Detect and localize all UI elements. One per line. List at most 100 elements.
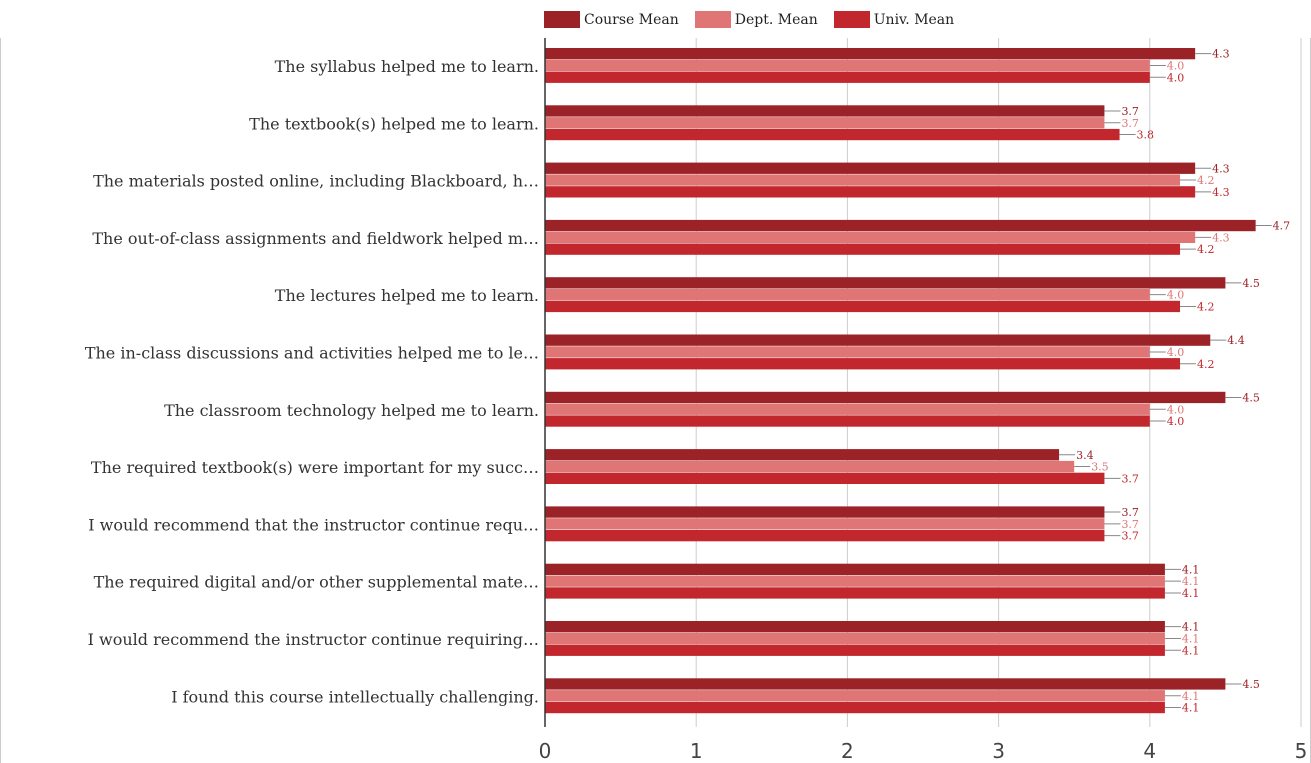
data-label: 4.3 <box>1212 48 1230 61</box>
legend-item-univ-mean[interactable]: Univ. Mean <box>833 11 955 28</box>
bar-dept-mean <box>545 289 1150 301</box>
bar-dept-mean <box>545 174 1181 186</box>
data-label: 3.7 <box>1121 105 1139 118</box>
bar-dept-mean <box>545 575 1165 587</box>
bar-course-mean <box>545 449 1060 461</box>
data-label: 4.1 <box>1182 587 1200 600</box>
bar-dept-mean <box>545 460 1075 473</box>
category-label: The out-of-class assignments and fieldwo… <box>92 229 539 248</box>
data-label: 4.1 <box>1182 644 1200 657</box>
bar-dept-mean <box>545 403 1150 415</box>
bar-dept-mean <box>545 518 1105 530</box>
bar-univ-mean <box>545 415 1150 427</box>
legend: Course Mean Dept. Mean Univ. Mean <box>544 11 954 28</box>
x-tick-label: 0 <box>539 739 552 763</box>
legend-item-dept-mean[interactable]: Dept. Mean <box>694 11 818 28</box>
bar-course-mean <box>545 277 1226 289</box>
bar-course-mean <box>545 219 1256 232</box>
data-label: 4.0 <box>1167 71 1185 84</box>
bar-course-mean <box>545 48 1196 60</box>
data-label: 4.1 <box>1182 690 1200 703</box>
legend-label-course-mean: Course Mean <box>584 11 679 28</box>
legend-swatch-course-mean <box>544 11 580 28</box>
data-label: 4.7 <box>1273 220 1291 233</box>
category-label: I would recommend the instructor continu… <box>88 630 539 649</box>
data-label: 4.5 <box>1242 678 1260 691</box>
bar-univ-mean <box>545 128 1120 141</box>
legend-label-dept-mean: Dept. Mean <box>734 11 818 28</box>
bar-course-mean <box>545 563 1165 575</box>
x-tick-label: 2 <box>841 739 854 763</box>
category-label: The required textbook(s) were important … <box>91 458 539 477</box>
x-tick-label: 5 <box>1295 739 1308 763</box>
bar-dept-mean <box>545 690 1165 702</box>
category-label: The required digital and/or other supple… <box>94 573 539 592</box>
bar-univ-mean <box>545 186 1196 198</box>
bar-univ-mean <box>545 243 1181 255</box>
data-label: 3.8 <box>1137 129 1155 142</box>
category-label: The lectures helped me to learn. <box>275 286 539 305</box>
data-label: 4.2 <box>1197 174 1215 187</box>
data-label: 3.4 <box>1076 449 1094 462</box>
bar-univ-mean <box>545 530 1105 542</box>
bar-course-mean <box>545 391 1226 404</box>
data-label: 4.2 <box>1197 300 1215 313</box>
category-label: I would recommend that the instructor co… <box>88 515 539 534</box>
data-label: 4.1 <box>1182 563 1200 576</box>
category-label: I found this course intellectually chall… <box>171 687 539 706</box>
bar-course-mean <box>545 162 1196 174</box>
x-tick-label: 4 <box>1143 739 1156 763</box>
data-label: 4.1 <box>1182 632 1200 645</box>
data-label: 4.3 <box>1212 162 1230 175</box>
data-label: 4.1 <box>1182 575 1200 588</box>
legend-label-univ-mean: Univ. Mean <box>873 11 955 28</box>
bar-dept-mean <box>545 117 1105 129</box>
data-label: 4.0 <box>1167 403 1185 416</box>
data-label: 3.7 <box>1121 117 1139 130</box>
data-label: 4.4 <box>1227 334 1245 347</box>
bar-univ-mean <box>545 358 1181 370</box>
data-label: 3.7 <box>1121 518 1139 531</box>
bar-dept-mean <box>545 231 1196 243</box>
data-label: 3.7 <box>1121 530 1139 543</box>
legend-item-course-mean[interactable]: Course Mean <box>544 11 679 28</box>
data-label: 4.2 <box>1197 358 1215 371</box>
bar-univ-mean <box>545 701 1165 714</box>
data-label: 4.3 <box>1212 186 1230 199</box>
bar-univ-mean <box>545 71 1150 83</box>
bar-dept-mean <box>545 59 1150 72</box>
data-label: 4.0 <box>1167 59 1185 72</box>
bar-course-mean <box>545 678 1226 690</box>
x-tick-label: 3 <box>992 739 1005 763</box>
data-label: 4.3 <box>1212 231 1230 244</box>
bar-course-mean <box>545 506 1105 518</box>
data-label: 4.1 <box>1182 702 1200 715</box>
bar-course-mean <box>545 334 1211 346</box>
data-label: 4.0 <box>1167 346 1185 359</box>
data-label: 4.5 <box>1242 391 1260 404</box>
bar-course-mean <box>545 105 1105 117</box>
bar-univ-mean <box>545 587 1165 599</box>
data-label: 4.2 <box>1197 243 1215 256</box>
category-label: The textbook(s) helped me to learn. <box>249 114 539 133</box>
data-label: 4.5 <box>1242 277 1260 290</box>
bar-dept-mean <box>545 632 1165 645</box>
category-label: The syllabus helped me to learn. <box>275 57 539 76</box>
category-label: The in-class discussions and activities … <box>85 344 539 363</box>
data-label: 4.0 <box>1167 415 1185 428</box>
data-label: 4.1 <box>1182 621 1200 634</box>
bar-univ-mean <box>545 644 1165 656</box>
data-label: 4.0 <box>1167 289 1185 302</box>
data-label: 3.7 <box>1121 472 1139 485</box>
category-label: The materials posted online, including B… <box>93 172 539 191</box>
data-label: 3.5 <box>1091 461 1109 474</box>
bar-dept-mean <box>545 346 1150 358</box>
legend-swatch-dept-mean <box>694 11 731 28</box>
legend-swatch-univ-mean <box>833 11 870 28</box>
x-tick-label: 1 <box>690 739 703 763</box>
bar-course-mean <box>545 621 1165 633</box>
bar-univ-mean <box>545 300 1181 313</box>
data-label: 3.7 <box>1121 506 1139 519</box>
